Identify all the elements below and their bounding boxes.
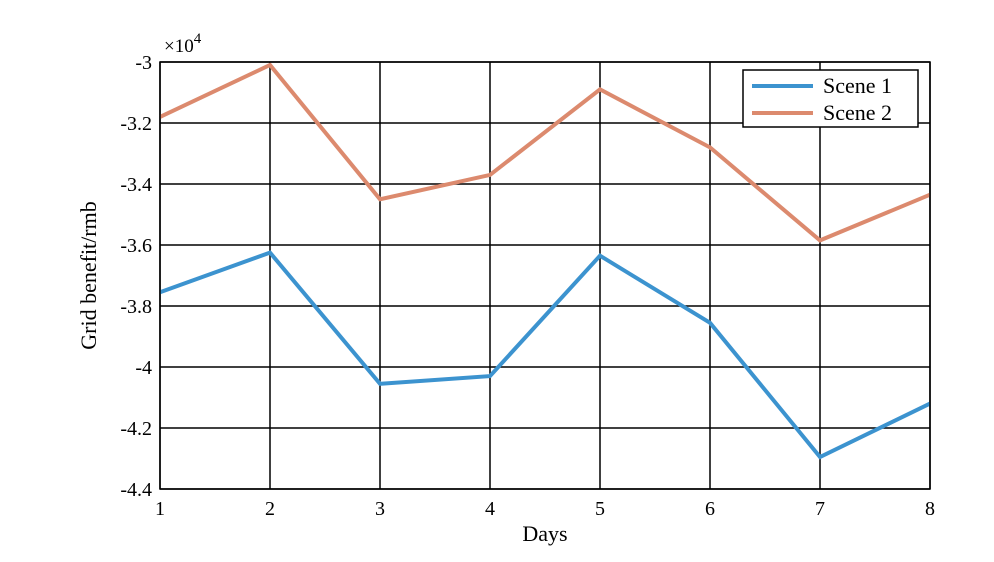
y-tick-label-6: -4.2 (120, 418, 152, 440)
x-tick-label-2: 2 (265, 498, 275, 520)
x-tick-label-4: 4 (485, 498, 495, 520)
plot-area-frame (159, 61, 931, 490)
x-tick-label-6: 6 (705, 498, 715, 520)
x-tick-label-3: 3 (375, 498, 385, 520)
legend-label-scene-1: Scene 1 (823, 73, 892, 98)
x-tick-label-8: 8 (925, 498, 935, 520)
y-tick-label-7: -4.4 (120, 479, 152, 501)
y-tick-label-5: -4 (135, 357, 152, 379)
y-tick-label-4: -3.8 (120, 296, 152, 318)
series-lines (159, 62, 931, 460)
legend: Scene 1 Scene 2 (742, 69, 919, 128)
legend-box (742, 69, 919, 128)
axis-ticks: 1 2 3 4 5 6 7 8 -3 -3.2 -3.4 -3.6 -3.8 -4 -4.2 -4.4 (120, 52, 935, 520)
series-line-scene-1 (159, 250, 931, 460)
x-axis-label: Days (522, 521, 567, 546)
y-tick-label-1: -3.2 (120, 113, 152, 135)
y-tick-label-3: -3.6 (120, 235, 152, 257)
y-axis-label: Grid benefit/rmb (76, 201, 101, 349)
series-line-scene-2 (159, 62, 931, 243)
y-tick-label-0: -3 (135, 52, 152, 74)
x-tick-label-7: 7 (815, 498, 825, 520)
x-tick-label-1: 1 (155, 498, 165, 520)
legend-label-scene-2: Scene 2 (823, 100, 892, 125)
y-exponent-label: ×104 (164, 31, 202, 57)
x-tick-label-5: 5 (595, 498, 605, 520)
y-tick-label-2: -3.4 (120, 174, 152, 196)
